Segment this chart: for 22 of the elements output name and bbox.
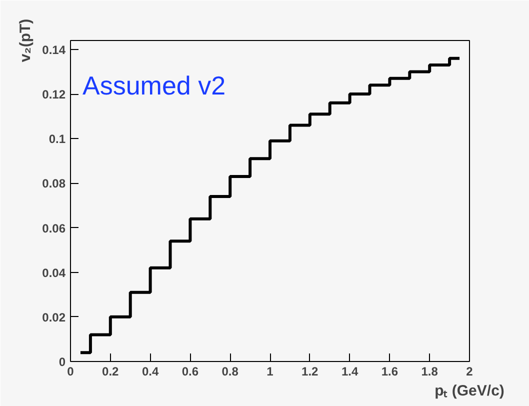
- y-tick-label: 0.14: [42, 42, 66, 57]
- x-tick-label: 0.6: [182, 364, 199, 378]
- x-tick-label: 1.2: [302, 364, 319, 378]
- y-tick-label: 0: [58, 355, 66, 369]
- y-tick-label: 0.08: [42, 176, 66, 191]
- x-tick-label: 1.8: [421, 364, 438, 378]
- y-axis-title: v₂(pT): [17, 18, 34, 62]
- y-tick-label: 0.12: [42, 88, 66, 102]
- annotation: Assumed v2: [82, 70, 226, 100]
- y-tick-label: 0.02: [42, 310, 66, 324]
- y-tick-label: 0.06: [42, 221, 66, 236]
- x-tick-label: 0.8: [222, 364, 239, 378]
- y-tick-label: 0.1: [48, 132, 66, 146]
- x-tick-label: 1.4: [341, 364, 358, 378]
- x-tick-label: 1.6: [381, 364, 398, 378]
- x-tick-label: 1: [266, 364, 274, 378]
- x-tick-label: 2: [466, 364, 474, 378]
- x-tick-label: 0: [67, 364, 74, 378]
- x-axis-title: pₜ (GeV/c): [434, 382, 504, 400]
- x-tick-label: 0.2: [102, 364, 120, 378]
- y-tick-label: 0.04: [42, 266, 66, 280]
- x-tick-label: 0.4: [142, 364, 159, 378]
